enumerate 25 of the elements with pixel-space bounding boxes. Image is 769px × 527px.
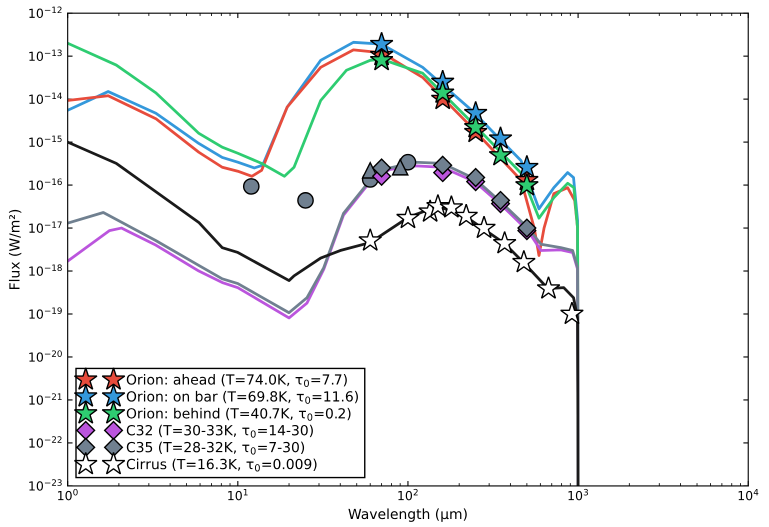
legend-label: Orion: behind (T=40.7K, τ$_{0}$=0.2) [126,408,351,421]
legend-label: Cirrus (T=16.3K, τ$_{0}$=0.009) [126,458,317,472]
legend-label: C32 (T=30-33K, τ$_{0}$=14-30) [126,424,313,438]
y-tick-label: 10$^{−20}$ [29,350,62,362]
legend-label: Orion: on bar (T=69.8K, τ$_{0}$=11.6) [126,390,358,404]
y-tick-label: 10$^{−12}$ [29,6,62,18]
x-tick-label: 10$^{1}$ [228,489,248,500]
y-tick-label: 10$^{−19}$ [29,307,62,319]
legend-label: Orion: ahead (T=74.0K, τ$_{0}$=7.7) [126,374,347,387]
y-tick-label: 10$^{−18}$ [29,264,62,276]
x-tick-label: 10$^{4}$ [738,489,758,500]
y-tick-label: 10$^{−13}$ [29,50,62,61]
y-tick-label: 10$^{−23}$ [29,479,62,491]
x-tick-label: 10$^{2}$ [398,488,418,500]
x-tick-label: 10$^{0}$ [58,488,78,500]
y-tick-label: 10$^{−15}$ [29,136,62,147]
x-tick-label: 10$^{3}$ [568,488,588,500]
y-tick-label: 10$^{−17}$ [29,222,62,233]
y-tick-label: 10$^{−21}$ [29,393,62,405]
legend-label: C35 (T=28-32K, τ$_{0}$=7-30) [126,442,304,455]
y-tick-label: 10$^{−16}$ [29,178,62,190]
y-tick-label: 10$^{−22}$ [29,436,62,448]
y-axis-title: Flux (W/m²) [8,210,22,289]
y-tick-label: 10$^{−14}$ [29,92,62,104]
x-axis-title: Wavelength (μm) [348,508,467,522]
